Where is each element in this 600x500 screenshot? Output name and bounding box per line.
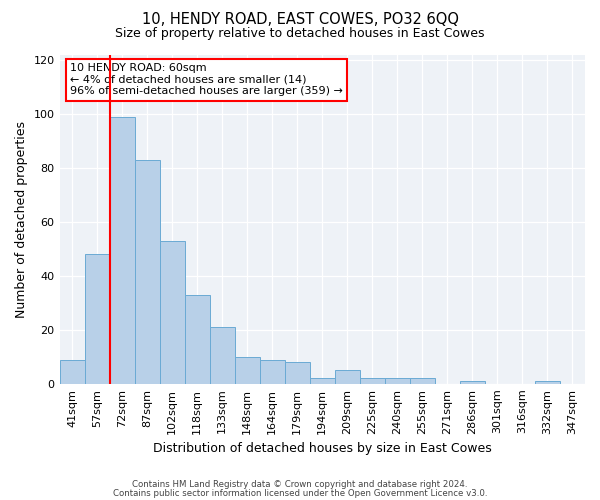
Bar xyxy=(535,381,560,384)
Bar xyxy=(285,362,310,384)
Bar xyxy=(260,360,285,384)
Bar xyxy=(185,295,209,384)
Bar xyxy=(85,254,110,384)
Text: 10 HENDY ROAD: 60sqm
← 4% of detached houses are smaller (14)
96% of semi-detach: 10 HENDY ROAD: 60sqm ← 4% of detached ho… xyxy=(70,63,343,96)
Text: 10, HENDY ROAD, EAST COWES, PO32 6QQ: 10, HENDY ROAD, EAST COWES, PO32 6QQ xyxy=(142,12,458,28)
Bar xyxy=(134,160,160,384)
Text: Contains public sector information licensed under the Open Government Licence v3: Contains public sector information licen… xyxy=(113,489,487,498)
Bar xyxy=(335,370,360,384)
Text: Size of property relative to detached houses in East Cowes: Size of property relative to detached ho… xyxy=(115,28,485,40)
Bar xyxy=(59,360,85,384)
Bar xyxy=(385,378,410,384)
Bar xyxy=(235,357,260,384)
Text: Contains HM Land Registry data © Crown copyright and database right 2024.: Contains HM Land Registry data © Crown c… xyxy=(132,480,468,489)
Bar xyxy=(360,378,385,384)
Bar xyxy=(209,327,235,384)
Y-axis label: Number of detached properties: Number of detached properties xyxy=(15,121,28,318)
Bar xyxy=(110,117,134,384)
Bar xyxy=(160,241,185,384)
Bar xyxy=(310,378,335,384)
Bar xyxy=(460,381,485,384)
Bar xyxy=(410,378,435,384)
X-axis label: Distribution of detached houses by size in East Cowes: Distribution of detached houses by size … xyxy=(153,442,491,455)
